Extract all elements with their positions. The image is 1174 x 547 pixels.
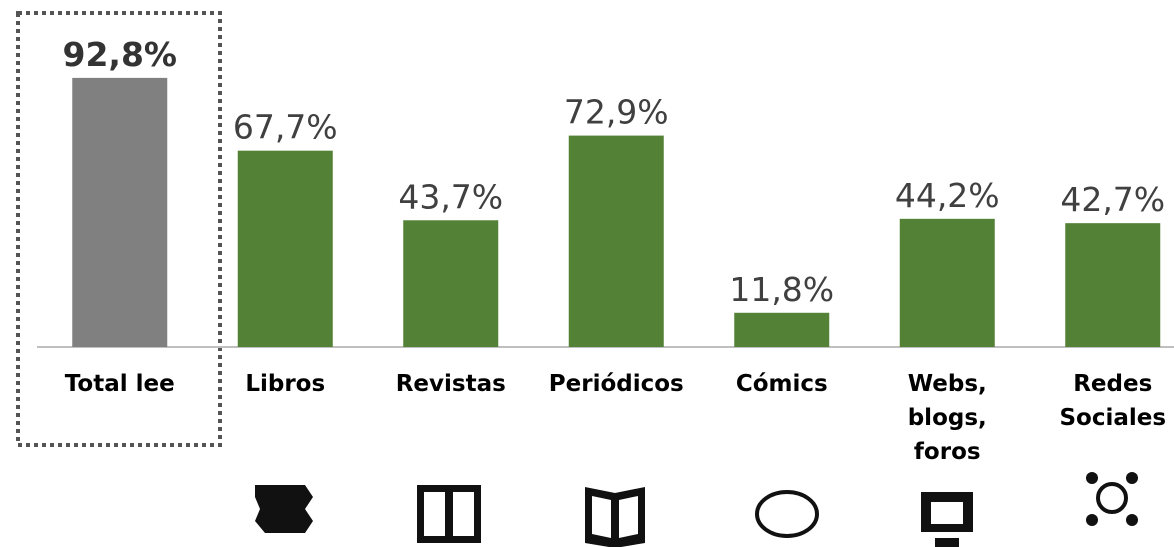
x-tick-label: Webs, blogs, foros	[907, 371, 987, 465]
icon-comic	[755, 490, 819, 538]
x-label-box: Periódicos	[548, 371, 684, 397]
icon-web	[921, 492, 973, 547]
icon-magazine	[417, 485, 481, 543]
x-tick-label: Revistas	[395, 371, 506, 397]
value-label: 42,7%	[1060, 180, 1165, 219]
x-label-box: Revistas	[395, 371, 506, 397]
icon-social-node	[1086, 514, 1098, 526]
icon-social-node	[1086, 472, 1098, 484]
value-label: 72,9%	[564, 93, 669, 132]
bar	[1065, 223, 1161, 347]
value-label: 92,8%	[63, 35, 178, 74]
icon-books	[255, 485, 313, 533]
value-label: 43,7%	[398, 177, 503, 216]
value-label: 11,8%	[729, 270, 834, 309]
x-label-box: Redes Sociales	[1059, 371, 1167, 431]
bar	[403, 220, 499, 347]
icon-social-node	[1126, 514, 1138, 526]
bar	[734, 312, 830, 347]
icon-newspaper	[585, 487, 645, 547]
x-label-box: Total lee	[64, 371, 175, 397]
x-label-box: Webs, blogs, foros	[907, 371, 987, 465]
x-label-box: Libros	[245, 371, 326, 397]
bar	[899, 218, 995, 347]
x-tick-label: Periódicos	[548, 371, 684, 397]
x-tick-label: Libros	[245, 371, 326, 397]
value-label: 67,7%	[233, 108, 338, 147]
bar	[237, 150, 333, 347]
bar	[568, 135, 664, 347]
icon-social	[1096, 482, 1128, 514]
value-label: 44,2%	[895, 176, 1000, 215]
bar	[72, 77, 168, 347]
icons	[255, 472, 1138, 547]
x-tick-label: Redes Sociales	[1059, 371, 1167, 431]
x-tick-label: Cómics	[735, 371, 828, 397]
x-tick-label: Total lee	[64, 371, 175, 397]
x-label-box: Cómics	[735, 371, 828, 397]
highlight-box	[16, 11, 222, 447]
icon-social-node	[1126, 472, 1138, 484]
